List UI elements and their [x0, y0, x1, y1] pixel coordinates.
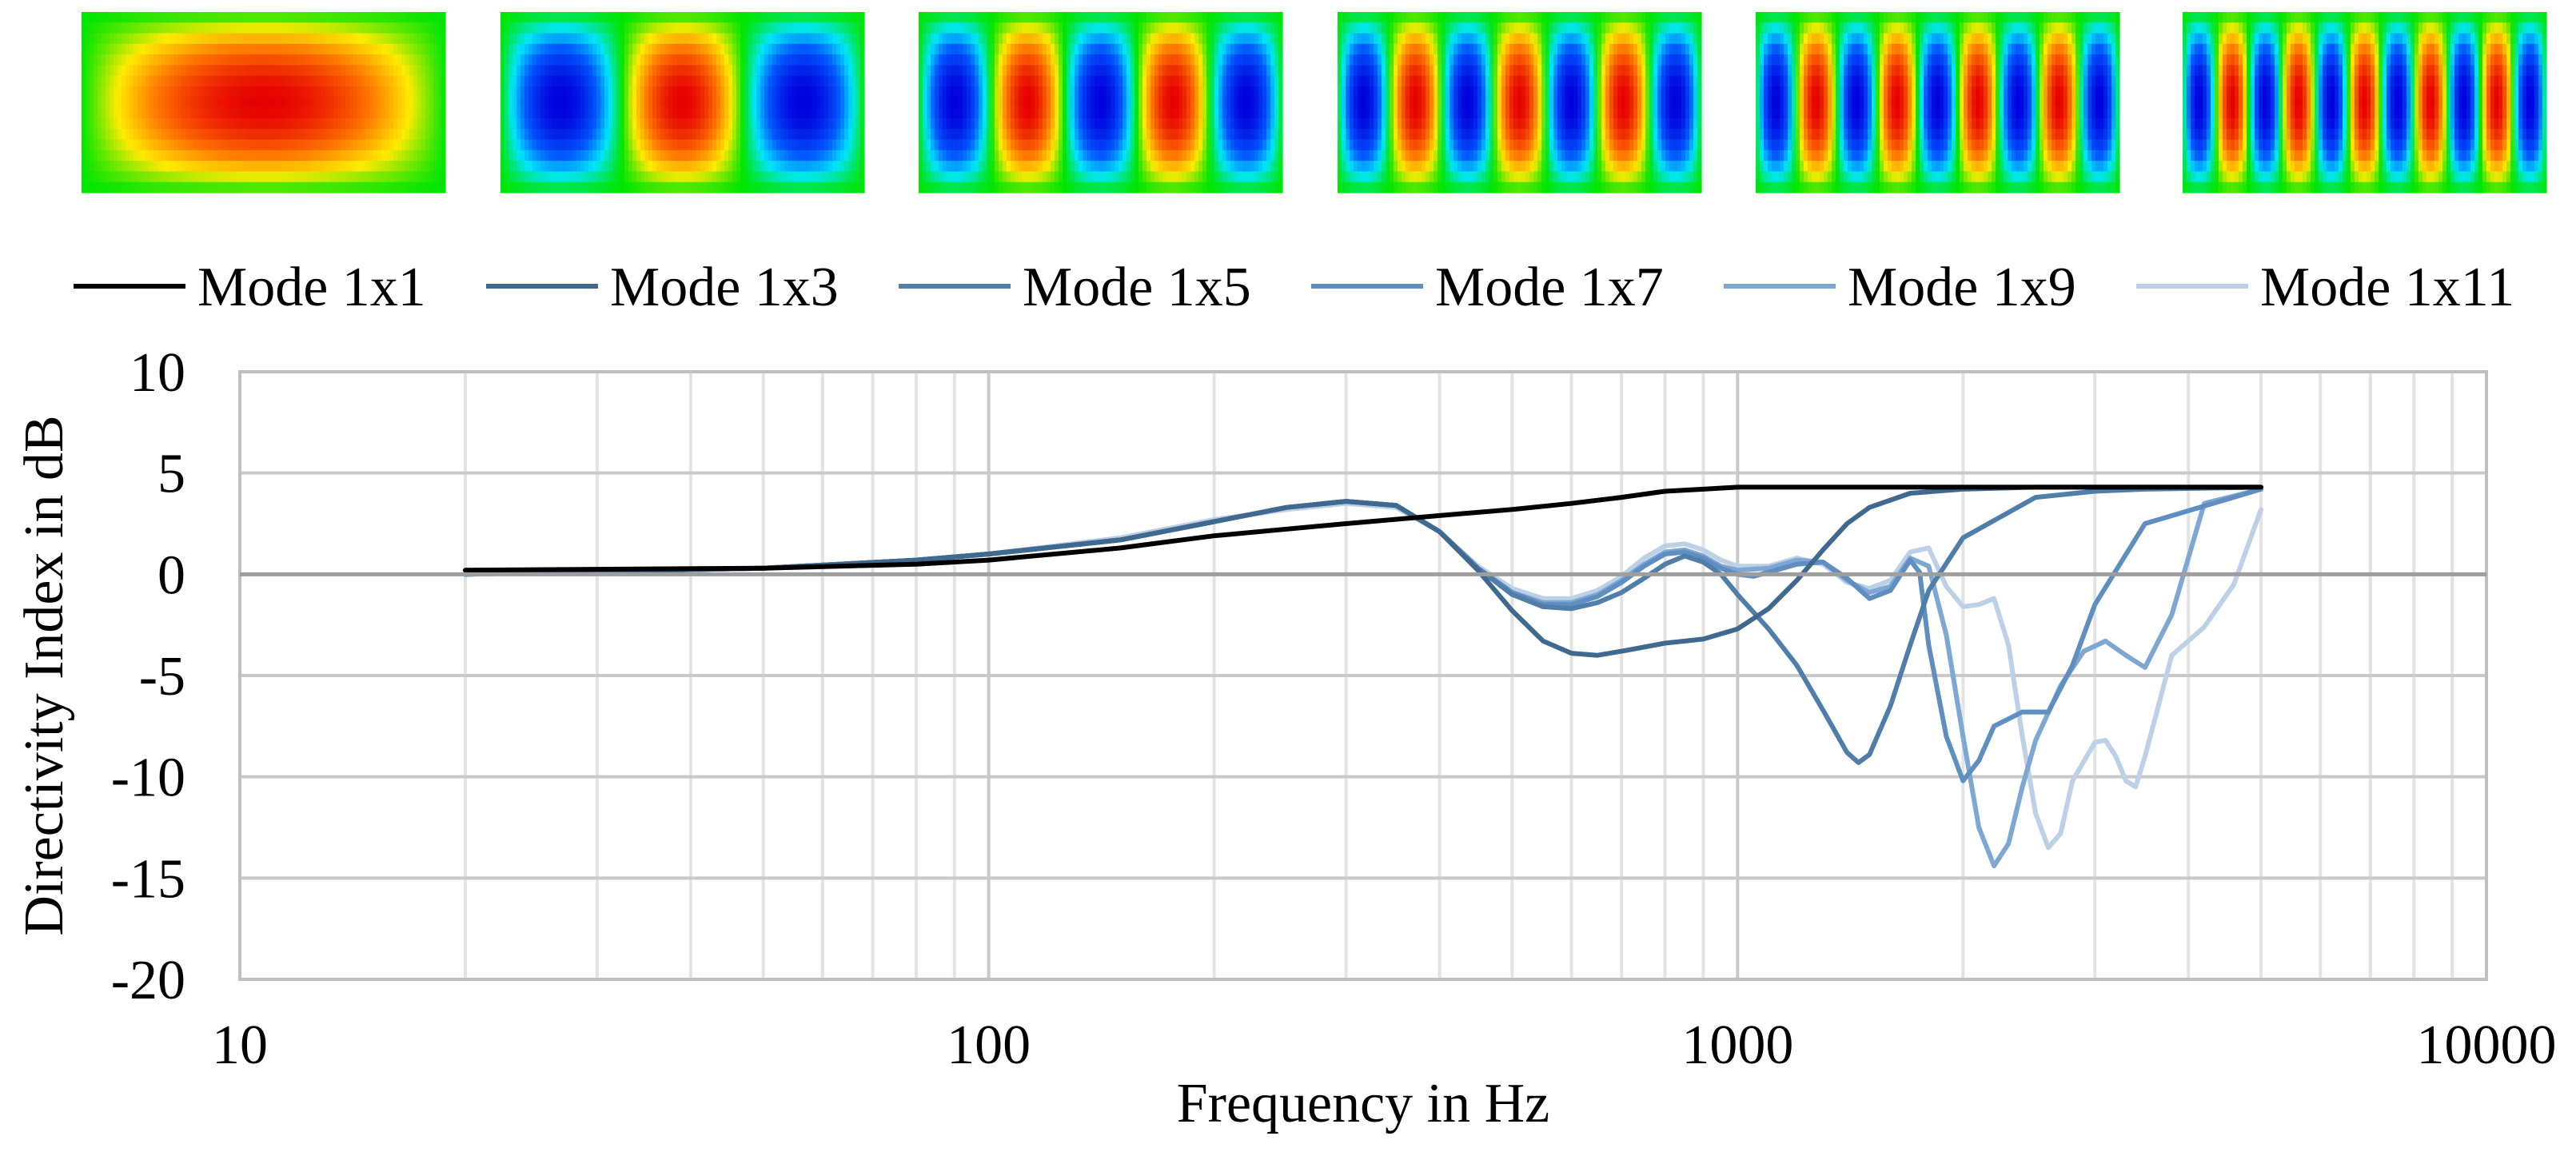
plot-frame	[238, 370, 2488, 981]
mode-shape-images	[82, 12, 2547, 193]
x-tick-label: 100	[947, 1014, 1031, 1076]
y-tick-label: -20	[111, 950, 185, 1011]
x-tick-labels: 10 100 1000 10000	[212, 1014, 2557, 1076]
x-axis-label: Frequency in Hz	[1177, 1073, 1550, 1134]
y-tick-label: -5	[139, 646, 185, 708]
legend-label: Mode 1x3	[610, 257, 839, 318]
y-tick-label: 5	[158, 444, 185, 505]
legend-entry: Mode 1x5	[899, 257, 1251, 318]
legend-entry: Mode 1x7	[1311, 257, 1664, 318]
mode-shape-image	[1756, 12, 2120, 193]
x-tick-label: 1000	[1681, 1014, 1793, 1076]
mode-shape-image	[2183, 12, 2547, 193]
series-line-mode-1x3	[463, 484, 2263, 658]
plot-border	[238, 370, 2488, 981]
legend-label: Mode 1x11	[2260, 257, 2514, 318]
legend-entry: Mode 1x1	[74, 257, 426, 318]
legend-entry: Mode 1x9	[1724, 257, 2076, 318]
series-line-mode-1x1	[463, 484, 2263, 573]
legend-entry: Mode 1x11	[2136, 257, 2514, 318]
mode-shape-image	[82, 12, 446, 193]
series-line-mode-1x9	[463, 486, 2263, 869]
y-axis-label: Directivity Index in dB	[14, 415, 75, 935]
series-line-mode-1x5	[463, 484, 2263, 765]
x-tick-label: 10	[212, 1014, 268, 1076]
legend-entry: Mode 1x3	[486, 257, 839, 318]
plot-grid	[238, 370, 2488, 981]
legend-label: Mode 1x9	[1848, 257, 2076, 318]
legend: Mode 1x1 Mode 1x3 Mode 1x5 Mode 1x7 Mode 1x9…	[74, 257, 2514, 318]
legend-label: Mode 1x5	[1023, 257, 1251, 318]
y-tick-label: 0	[158, 544, 185, 606]
series-line-mode-1x7	[463, 486, 2263, 783]
mode-shape-image	[500, 12, 865, 193]
y-tick-label: -10	[111, 747, 185, 809]
legend-label: Mode 1x7	[1435, 257, 1664, 318]
y-tick-labels: 10 5 0 -5 -10 -15 -20	[111, 342, 185, 1011]
legend-label: Mode 1x1	[197, 257, 426, 318]
mode-shape-image	[919, 12, 1283, 193]
x-tick-label: 10000	[2417, 1014, 2557, 1076]
mode-shape-image	[1338, 12, 1702, 193]
y-tick-label: 10	[130, 342, 185, 404]
y-tick-label: -15	[111, 848, 185, 910]
